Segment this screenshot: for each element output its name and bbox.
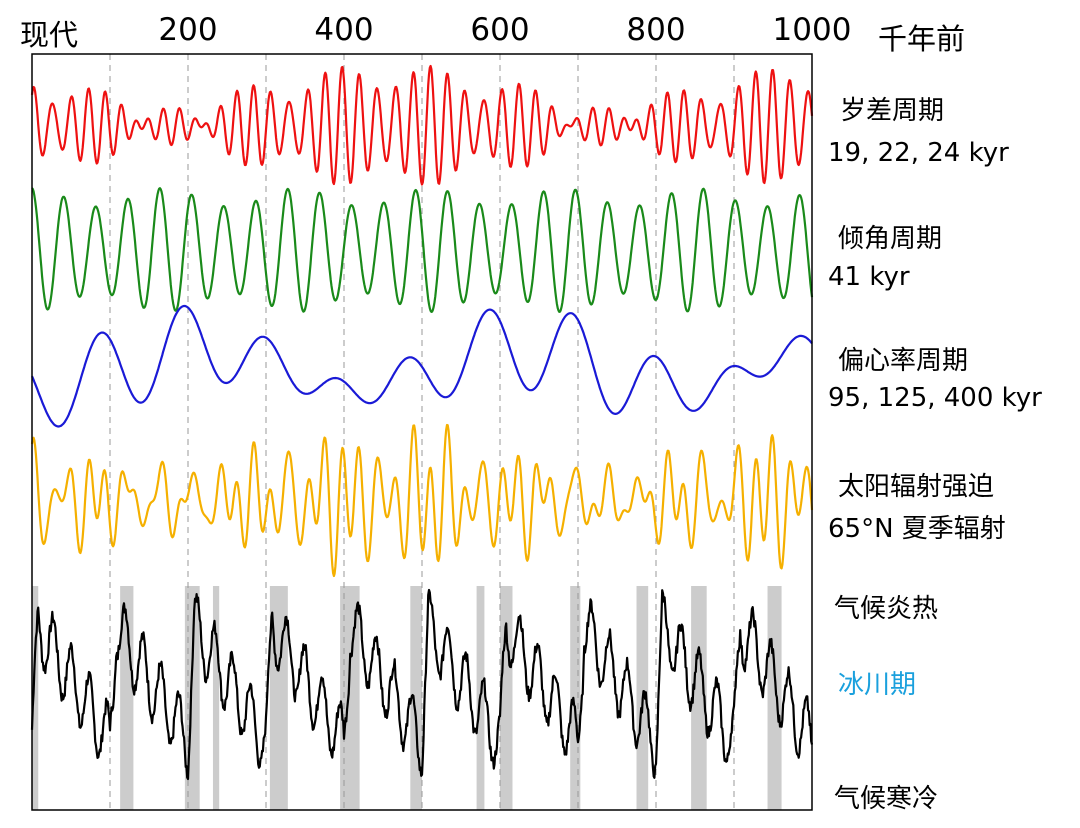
precession-periods: 19, 22, 24 kyr bbox=[828, 138, 1009, 168]
x-tick-200: 200 bbox=[158, 12, 218, 48]
glacial-band-1 bbox=[120, 586, 134, 810]
curve-precession bbox=[30, 64, 814, 186]
curve-eccentricity bbox=[30, 304, 813, 428]
glacial-band-0 bbox=[32, 586, 39, 810]
x-tick-600: 600 bbox=[470, 12, 530, 48]
x-unit-label: 千年前 bbox=[878, 22, 966, 56]
glacial-band-11 bbox=[691, 586, 707, 810]
glacial-label: 冰川期 bbox=[838, 670, 917, 700]
precession-name: 岁差周期 bbox=[840, 96, 945, 126]
obliquity-name: 倾角周期 bbox=[838, 224, 943, 254]
eccentricity-name: 偏心率周期 bbox=[838, 346, 969, 376]
glacial-bands bbox=[32, 586, 782, 810]
glacial-band-8 bbox=[500, 586, 513, 810]
gridlines bbox=[109, 54, 735, 810]
x-start-label: 现代 bbox=[20, 18, 79, 52]
forcing-name: 太阳辐射强迫 bbox=[838, 472, 995, 502]
forcing-periods: 65°N 夏季辐射 bbox=[828, 514, 1006, 544]
curve-climate bbox=[30, 588, 814, 781]
plot-frame bbox=[31, 53, 813, 811]
curve-obliquity bbox=[31, 187, 814, 313]
glacial-band-6 bbox=[410, 586, 422, 810]
x-tick-1000: 1000 bbox=[772, 12, 852, 48]
x-tick-800: 800 bbox=[626, 12, 686, 48]
eccentricity-periods: 95, 125, 400 kyr bbox=[828, 383, 1042, 413]
glacial-band-5 bbox=[340, 586, 360, 810]
glacial-band-12 bbox=[767, 586, 782, 810]
x-tick-400: 400 bbox=[314, 12, 374, 48]
glacial-band-3 bbox=[212, 586, 220, 810]
curves bbox=[30, 64, 814, 781]
curve-forcing bbox=[30, 423, 814, 578]
warm-climate-label: 气候炎热 bbox=[834, 594, 939, 624]
cold-climate-label: 气候寒冷 bbox=[834, 784, 939, 814]
obliquity-periods: 41 kyr bbox=[828, 262, 910, 292]
glacial-band-9 bbox=[570, 586, 581, 810]
